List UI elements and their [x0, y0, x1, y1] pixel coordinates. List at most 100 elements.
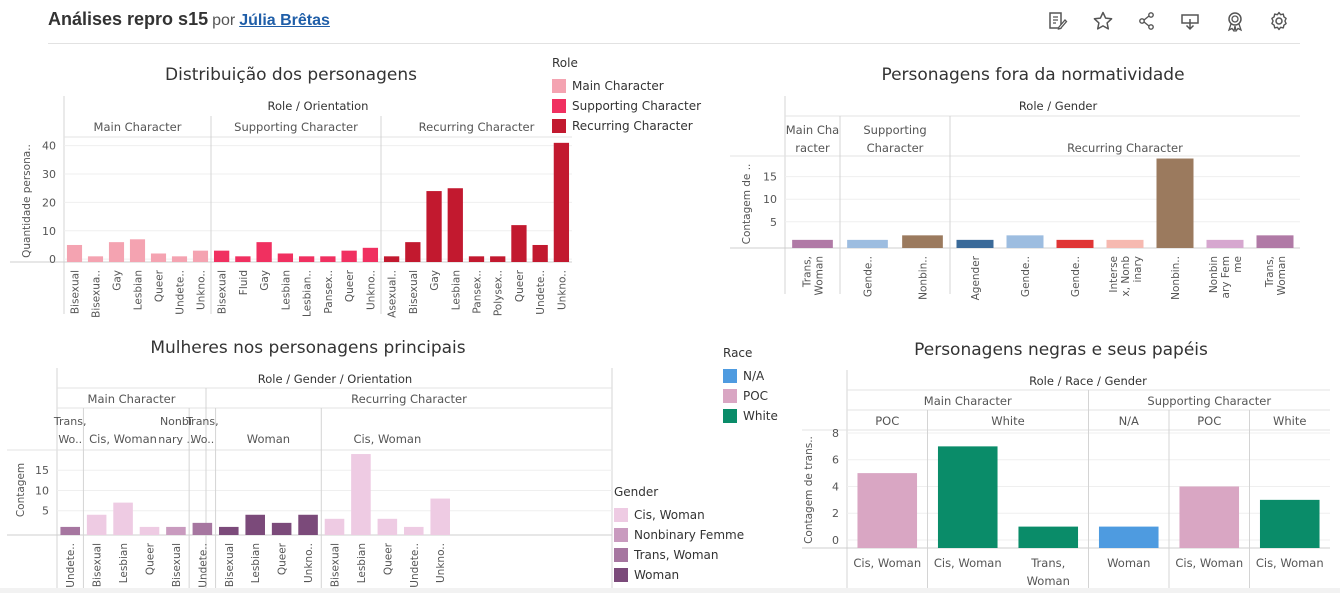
y-tick-label: 20 [42, 196, 56, 209]
legend-item-main[interactable]: Main Character [552, 76, 701, 96]
bar [320, 256, 336, 262]
edit-icon[interactable] [1046, 10, 1068, 32]
badge-icon[interactable] [1224, 10, 1246, 33]
x-tick-label: inary [1132, 256, 1144, 283]
legend-item-white[interactable]: White [723, 406, 778, 426]
x-tick-label: Queer [344, 269, 356, 302]
x-tick-label: Nonbin.. [918, 256, 930, 300]
chart-title: Personagens negras e seus papéis [914, 340, 1208, 360]
bar [66, 244, 83, 262]
legend-label-supporting: Supporting Character [572, 99, 702, 113]
bar [847, 239, 888, 248]
x-tick-label: ary Fem [1220, 256, 1232, 298]
share-icon[interactable] [1136, 10, 1158, 32]
race-header-label: POC [1197, 414, 1221, 428]
bar [108, 242, 125, 262]
bar [956, 239, 994, 248]
group-header-label: Supporting [863, 123, 926, 137]
x-tick-label: Lesbian [250, 543, 262, 583]
x-tick-label: Undete.. [197, 543, 209, 588]
bar [1006, 235, 1044, 248]
author-link[interactable]: Júlia Brêtas [239, 12, 330, 29]
bar [490, 256, 506, 262]
legend-gender-title: Gender [614, 485, 659, 499]
x-tick-label: Cis, Woman [1175, 556, 1243, 570]
group-header-label: Character [867, 141, 924, 155]
bar [447, 188, 463, 262]
legend-item-supporting[interactable]: Supporting Character [552, 96, 701, 116]
x-tick-label: Cis, Woman [1256, 556, 1324, 570]
toolbar [1046, 10, 1296, 33]
legend-item-woman[interactable]: Woman [614, 565, 744, 585]
download-icon[interactable] [1179, 10, 1201, 32]
gender-header-label: Trans, [185, 415, 219, 428]
bar [405, 242, 421, 262]
legend-item-recurring[interactable]: Recurring Character [552, 116, 701, 136]
bar [271, 522, 292, 535]
legend-item-trans-woman[interactable]: Trans, Woman [614, 545, 744, 565]
bar [553, 142, 570, 262]
x-tick-label: Woman [814, 256, 826, 296]
y-tick-label: 2 [832, 507, 839, 520]
bar [192, 250, 209, 262]
top-bar: Análises repro s15 por Júlia Brêtas [0, 0, 1340, 44]
y-axis-label: Contagem de .. [741, 164, 753, 245]
x-tick-label: Polysex.. [493, 270, 505, 316]
swatch-white [723, 409, 737, 423]
x-tick-label: Unkno.. [196, 270, 208, 310]
x-tick-label: Lesbian.. [302, 270, 314, 317]
chart-mulheres-principais: Mulheres nos personagens principais Role … [7, 338, 613, 588]
y-axis-label: Contagem [15, 463, 27, 517]
star-icon[interactable] [1092, 10, 1114, 32]
bar [324, 518, 345, 535]
x-tick-label: Lesbian [280, 270, 292, 310]
bar [404, 526, 424, 535]
group-header-label: racter [795, 141, 830, 155]
bar [902, 235, 943, 248]
legend-label-white: White [743, 409, 778, 423]
bar [511, 225, 527, 262]
x-tick-label: Lesbian [356, 543, 368, 583]
legend-item-nonbinary-femme[interactable]: Nonbinary Femme [614, 525, 744, 545]
y-tick-label: 15 [35, 464, 49, 477]
legend-item-na[interactable]: N/A [723, 366, 778, 386]
x-tick-label: Queer [514, 269, 526, 302]
x-tick-label: Nonbin.. [1170, 256, 1182, 300]
legend-item-poc[interactable]: POC [723, 386, 778, 406]
y-tick-label: 10 [42, 225, 56, 238]
bar [1098, 526, 1159, 548]
gender-header-label: Nonbi [160, 415, 192, 428]
x-tick-label: me [1232, 256, 1244, 273]
chart-title: Distribuição dos personagens [165, 65, 417, 85]
bar [129, 239, 146, 262]
bar [235, 256, 251, 262]
chart-fora-normatividade: Personagens fora da normatividade Role / … [730, 65, 1300, 300]
swatch-trans-woman [614, 548, 628, 562]
x-tick-label: Woman [1107, 556, 1150, 570]
y-tick-label: 15 [763, 171, 777, 184]
bar [139, 526, 160, 535]
y-tick-label: 5 [42, 505, 49, 518]
y-tick-label: 8 [832, 427, 839, 440]
bar [277, 253, 294, 262]
bar [192, 522, 213, 535]
bar [87, 256, 104, 262]
x-tick-label: Nonbin [1208, 256, 1220, 293]
x-tick-label: Trans, [1030, 556, 1065, 570]
bar [937, 446, 998, 548]
x-tick-label: Gende.. [863, 256, 875, 297]
swatch-supporting [552, 99, 566, 113]
gear-icon[interactable] [1268, 10, 1290, 32]
bar [1179, 486, 1240, 548]
legend-item-cis-woman[interactable]: Cis, Woman [614, 505, 744, 525]
x-tick-label: Agender [970, 255, 982, 300]
x-tick-label: Gay [112, 270, 124, 291]
x-tick-label: Bisexual [408, 270, 420, 314]
x-tick-label: Cis, Woman [853, 556, 921, 570]
race-header-label: White [991, 414, 1024, 428]
legend-gender: Gender Cis, Woman Nonbinary Femme Trans,… [614, 485, 744, 585]
bar [383, 256, 400, 262]
by-label: por [212, 12, 236, 29]
legend-label-trans-woman: Trans, Woman [634, 548, 719, 562]
legend-label-woman: Woman [634, 568, 680, 582]
